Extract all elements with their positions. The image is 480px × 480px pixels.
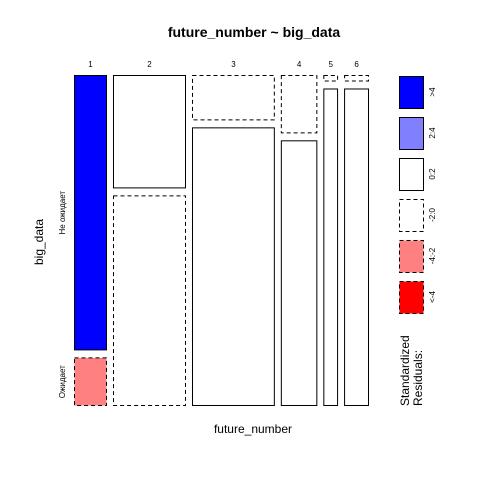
legend-swatch — [399, 117, 424, 150]
legend-swatch — [399, 158, 424, 191]
mosaic-cell-3-top — [192, 75, 275, 121]
legend-title-line2: Residuals: — [411, 350, 425, 406]
residual-legend: >4 2:4 0:2 -2:0 -4:-2 <-4 — [399, 76, 437, 314]
y-tick-label: Ожидает — [58, 365, 67, 398]
y-tick-labels: Не ожидает Ожидает — [58, 191, 67, 399]
mosaic-cell-5-bottom — [323, 88, 339, 406]
legend-label: <-4 — [428, 291, 437, 303]
chart-title: future_number ~ big_data — [168, 24, 341, 40]
mosaic-cell-2-top — [112, 75, 186, 189]
legend-swatch — [399, 240, 424, 273]
mosaic-cell-4-bottom — [280, 140, 318, 406]
legend-label: >4 — [428, 87, 437, 97]
x-tick-label: 3 — [231, 60, 236, 69]
y-axis-label: big_data — [32, 219, 46, 265]
x-tick-label: 1 — [88, 60, 93, 69]
legend-title-line1: Standardized — [398, 335, 412, 406]
mosaic-cell-6-bottom — [344, 88, 369, 406]
y-tick-label: Не ожидает — [58, 191, 67, 235]
legend-label: -4:-2 — [428, 247, 437, 264]
legend-label: -2:0 — [428, 208, 437, 222]
x-tick-label: 4 — [297, 60, 302, 69]
legend-label: 2:4 — [428, 127, 437, 139]
x-tick-label: 5 — [328, 60, 333, 69]
x-axis-label: future_number — [214, 422, 292, 436]
legend-swatch — [399, 199, 424, 232]
legend-swatch — [399, 76, 424, 109]
mosaic-cells — [74, 75, 369, 407]
mosaic-cell-1-bottom — [74, 357, 107, 406]
x-tick-label: 2 — [147, 60, 152, 69]
legend-label: 0:2 — [428, 168, 437, 180]
mosaic-cell-6-top — [344, 75, 369, 82]
mosaic-cell-2-bottom — [112, 195, 186, 406]
mosaic-cell-3-bottom — [192, 127, 275, 407]
mosaic-cell-4-top — [280, 75, 318, 134]
mosaic-cell-5-top — [323, 75, 339, 82]
legend-swatch — [399, 281, 424, 314]
mosaic-cell-1-top — [74, 75, 107, 351]
x-tick-labels: 1 2 3 4 5 6 — [88, 60, 359, 69]
x-tick-label: 6 — [354, 60, 359, 69]
